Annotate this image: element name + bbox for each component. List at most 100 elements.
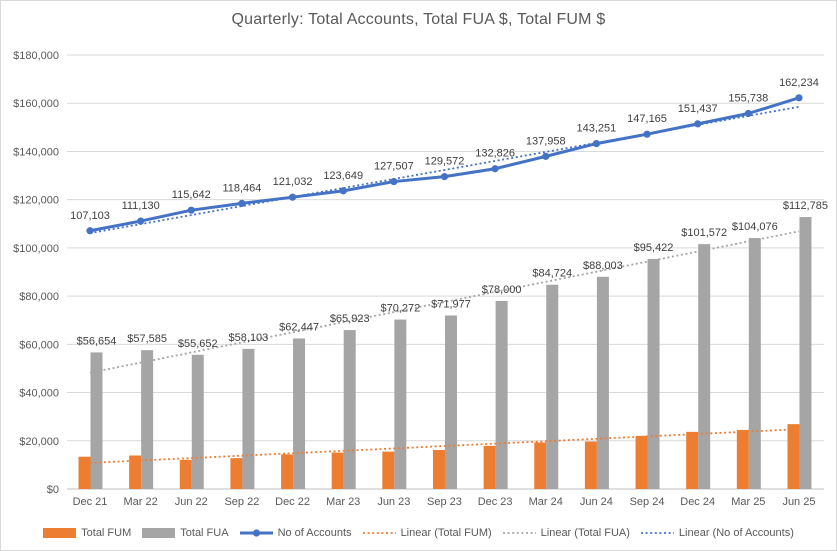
- bar-total-fum[interactable]: [635, 435, 648, 489]
- bar-total-fum[interactable]: [483, 445, 496, 489]
- chart-title: Quarterly: Total Accounts, Total FUA $, …: [231, 11, 606, 28]
- bar-total-fua[interactable]: [90, 352, 103, 489]
- line-marker[interactable]: [643, 130, 651, 138]
- bar-total-fua[interactable]: [343, 330, 356, 489]
- fua-data-label: $95,422: [634, 242, 674, 254]
- bar-total-fum[interactable]: [230, 458, 243, 489]
- legend-line-marker-icon: [239, 529, 273, 537]
- bar-total-fum[interactable]: [179, 459, 192, 489]
- line-marker[interactable]: [339, 187, 347, 195]
- legend-item-label: No of Accounts: [277, 527, 352, 539]
- accounts-data-label: 155,738: [728, 92, 768, 104]
- bar-total-fua[interactable]: [141, 350, 154, 489]
- legend-bar-swatch-icon: [142, 528, 176, 538]
- y-axis-tick-label: $60,000: [19, 339, 59, 351]
- bar-total-fua[interactable]: [242, 348, 255, 489]
- line-marker[interactable]: [86, 227, 94, 235]
- line-marker[interactable]: [440, 172, 449, 181]
- bar-total-fua[interactable]: [444, 315, 457, 489]
- x-axis-category-label: Sep 24: [630, 496, 665, 508]
- line-marker[interactable]: [592, 140, 601, 148]
- y-axis-tick-label: $0: [47, 484, 59, 496]
- legend-item-total-fum[interactable]: Total FUM: [43, 527, 131, 539]
- accounts-data-label: 118,464: [222, 182, 261, 194]
- line-marker[interactable]: [187, 206, 195, 214]
- fua-data-label: $58,103: [229, 332, 269, 344]
- line-marker[interactable]: [491, 165, 499, 173]
- line-marker[interactable]: [238, 199, 246, 207]
- bar-total-fum[interactable]: [787, 424, 800, 489]
- x-axis-category-label: Jun 24: [580, 496, 613, 508]
- legend-dotted-line-icon: [640, 532, 674, 534]
- accounts-data-label: 132,826: [475, 148, 515, 160]
- legend-item-no-of-accounts[interactable]: No of Accounts: [239, 527, 352, 539]
- bar-total-fum[interactable]: [736, 429, 749, 489]
- x-axis-category-label: Mar 22: [124, 496, 158, 508]
- bar-total-fum[interactable]: [584, 441, 597, 489]
- bar-total-fua[interactable]: [394, 319, 407, 489]
- legend-item-label: Total FUA: [180, 527, 229, 539]
- bar-total-fua[interactable]: [191, 354, 204, 489]
- bar-total-fua[interactable]: [293, 338, 306, 489]
- y-axis-tick-label: $140,000: [13, 146, 59, 158]
- bar-total-fum[interactable]: [281, 454, 294, 489]
- legend-item-linear-total-fum[interactable]: Linear (Total FUM): [362, 527, 492, 539]
- bar-total-fua[interactable]: [596, 276, 609, 489]
- legend-item-total-fua[interactable]: Total FUA: [142, 527, 229, 539]
- accounts-data-label: 115,642: [172, 189, 211, 201]
- accounts-data-label: 129,572: [425, 156, 465, 168]
- line-marker[interactable]: [694, 120, 702, 128]
- legend-item-label: Linear (Total FUM): [400, 527, 492, 539]
- fua-data-label: $55,652: [178, 338, 218, 350]
- line-marker[interactable]: [390, 177, 398, 186]
- x-axis-category-label: Jun 23: [377, 496, 410, 508]
- bar-total-fua[interactable]: [748, 238, 761, 489]
- accounts-data-label: 147,165: [627, 113, 667, 125]
- fua-data-label: $104,076: [732, 221, 778, 233]
- y-axis-tick-label: $100,000: [13, 243, 59, 255]
- line-marker[interactable]: [744, 109, 752, 118]
- line-marker[interactable]: [288, 193, 297, 201]
- x-axis-category-label: Dec 24: [680, 496, 715, 508]
- line-marker[interactable]: [137, 217, 145, 225]
- x-axis-category-label: Mar 23: [326, 496, 360, 508]
- x-axis-category-label: Jun 22: [175, 496, 208, 508]
- fua-data-label: $56,654: [77, 335, 117, 347]
- line-marker[interactable]: [542, 152, 550, 160]
- bar-total-fum[interactable]: [432, 449, 445, 489]
- bar-total-fua[interactable]: [698, 244, 711, 489]
- legend-item-linear-total-fua[interactable]: Linear (Total FUA): [502, 527, 630, 539]
- fua-data-label: $57,585: [127, 333, 167, 345]
- bar-total-fum[interactable]: [534, 442, 547, 489]
- bar-total-fum[interactable]: [686, 431, 699, 489]
- trendline-linear-no-of-accounts: [89, 105, 800, 235]
- accounts-data-label: 162,234: [779, 77, 819, 89]
- line-marker[interactable]: [795, 94, 803, 102]
- bar-total-fua[interactable]: [647, 258, 660, 489]
- bar-total-fua[interactable]: [546, 284, 559, 489]
- fua-data-label: $84,724: [532, 268, 572, 280]
- bar-total-fum[interactable]: [382, 451, 395, 489]
- accounts-data-label: 111,130: [122, 200, 160, 212]
- bar-total-fum[interactable]: [78, 456, 91, 489]
- y-axis-tick-label: $160,000: [13, 98, 59, 110]
- fua-data-label: $78,000: [482, 284, 522, 296]
- y-axis-tick-label: $80,000: [19, 291, 59, 303]
- fua-data-label: $70,272: [380, 303, 420, 315]
- accounts-data-label: 151,437: [678, 103, 718, 115]
- bar-total-fua[interactable]: [799, 217, 812, 489]
- legend-item-label: Total FUM: [81, 527, 132, 539]
- x-axis-category-label: Dec 22: [275, 496, 310, 508]
- accounts-data-label: 121,032: [273, 176, 313, 188]
- y-axis-tick-label: $120,000: [13, 195, 59, 207]
- bar-total-fum[interactable]: [129, 455, 142, 489]
- bar-total-fua[interactable]: [495, 300, 508, 489]
- legend-item-linear-no-of-accounts[interactable]: Linear (No of Accounts): [640, 527, 794, 539]
- accounts-data-label: 107,103: [70, 210, 110, 222]
- y-axis-tick-label: $40,000: [19, 388, 59, 400]
- x-axis-category-label: Sep 22: [224, 496, 259, 508]
- bar-total-fum[interactable]: [331, 452, 344, 489]
- fua-data-label: $88,003: [583, 260, 623, 272]
